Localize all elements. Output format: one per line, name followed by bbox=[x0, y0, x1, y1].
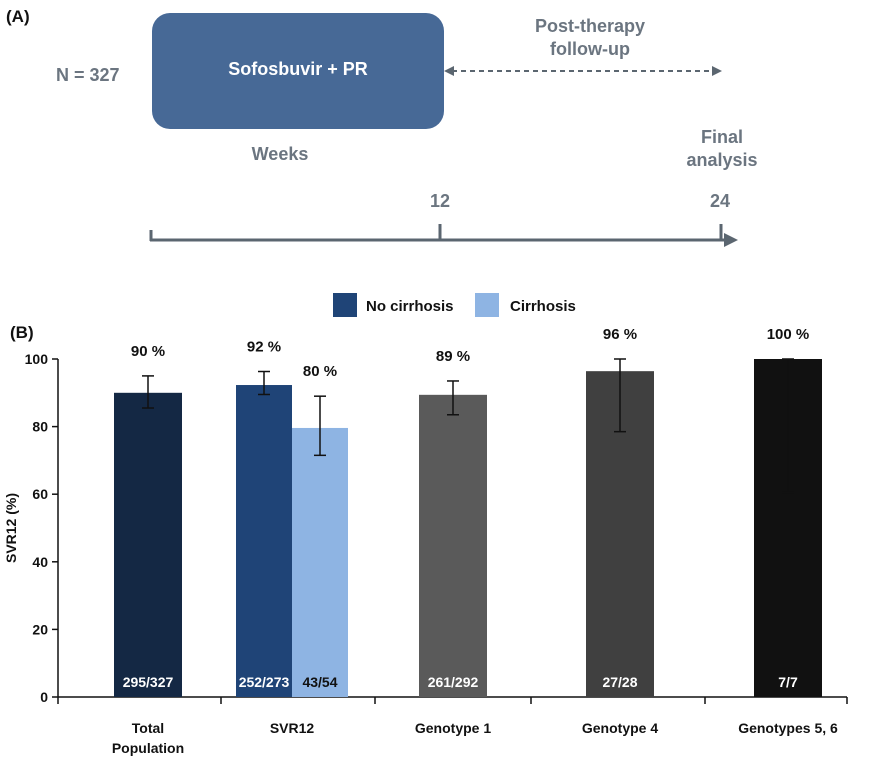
x-category-label: SVR12 bbox=[270, 720, 315, 736]
y-tick-label: 60 bbox=[32, 486, 48, 502]
y-tick-label: 20 bbox=[32, 621, 48, 637]
legend: No cirrhosis Cirrhosis bbox=[333, 293, 576, 317]
final-analysis-line2: analysis bbox=[686, 150, 757, 170]
treatment-box bbox=[152, 13, 444, 129]
followup-label-line1: Post-therapy bbox=[535, 16, 645, 36]
legend-label-no-cirrhosis: No cirrhosis bbox=[366, 298, 454, 315]
x-category-label: Genotypes 5, 6 bbox=[738, 720, 838, 736]
x-category-label: Total bbox=[132, 720, 164, 736]
y-ticks: 0 20 40 60 80 100 bbox=[25, 351, 58, 705]
bar-percent-label: 100 % bbox=[767, 326, 810, 343]
bar bbox=[114, 392, 182, 697]
x-ticks bbox=[57, 697, 848, 704]
bar-count-label: 27/28 bbox=[602, 674, 637, 690]
bar-count-label: 252/273 bbox=[239, 674, 290, 690]
bar-count-label: 295/327 bbox=[123, 674, 174, 690]
error-bar bbox=[314, 395, 326, 457]
x-category-label: Genotype 4 bbox=[582, 720, 658, 736]
error-bar bbox=[782, 358, 794, 494]
bar bbox=[236, 385, 292, 697]
y-tick-label: 40 bbox=[32, 554, 48, 570]
legend-label-cirrhosis: Cirrhosis bbox=[510, 298, 576, 315]
bar-count-label: 43/54 bbox=[302, 674, 337, 690]
legend-swatch-no-cirrhosis bbox=[333, 293, 357, 317]
x-category-labels: Total Population SVR12 Genotype 1 Genotype 4… bbox=[112, 720, 838, 756]
y-axis-title: SVR12 (%) bbox=[3, 493, 19, 563]
error-bar bbox=[447, 380, 459, 416]
panel-b-label: (B) bbox=[10, 323, 34, 342]
treatment-label: Sofosbuvir + PR bbox=[228, 59, 368, 79]
bar-percent-label: 96 % bbox=[603, 326, 637, 343]
y-tick-label: 100 bbox=[25, 351, 49, 367]
bar bbox=[419, 394, 487, 697]
final-analysis-line1: Final bbox=[701, 127, 743, 147]
x-category-label: Population bbox=[112, 740, 184, 756]
bar-percent-label: 92 % bbox=[247, 339, 281, 356]
panel-a-study-design: (A) N = 327 Sofosbuvir + PR Post-therapy… bbox=[6, 7, 758, 247]
timeline-axis bbox=[149, 224, 738, 247]
timeline-tick-label-24: 24 bbox=[710, 191, 730, 211]
bar-percent-label: 90 % bbox=[131, 343, 165, 360]
bar bbox=[292, 427, 348, 697]
timeline-tick-label-12: 12 bbox=[430, 191, 450, 211]
error-bar bbox=[258, 370, 270, 396]
followup-label-line2: follow-up bbox=[550, 39, 630, 59]
x-category-label: Genotype 1 bbox=[415, 720, 491, 736]
bar-count-label: 7/7 bbox=[778, 674, 798, 690]
bar-percent-label: 89 % bbox=[436, 348, 470, 365]
error-bar bbox=[142, 375, 154, 409]
panel-a-label: (A) bbox=[6, 7, 30, 26]
bar-percent-label: 80 % bbox=[303, 363, 337, 380]
bar-count-label: 261/292 bbox=[428, 674, 479, 690]
error-bar bbox=[614, 358, 626, 433]
n-label: N = 327 bbox=[56, 65, 120, 85]
panel-b-svr12-chart: (B) No cirrhosis Cirrhosis SVR12 (%) 0 20… bbox=[3, 293, 848, 756]
bars: 90 % 295/327 92 % 252/273 80 % 43/54 89 % 261/2… bbox=[114, 326, 822, 697]
legend-swatch-cirrhosis bbox=[475, 293, 499, 317]
weeks-label: Weeks bbox=[252, 144, 309, 164]
y-tick-label: 0 bbox=[40, 689, 48, 705]
followup-arrow bbox=[444, 66, 722, 76]
y-tick-label: 80 bbox=[32, 419, 48, 435]
